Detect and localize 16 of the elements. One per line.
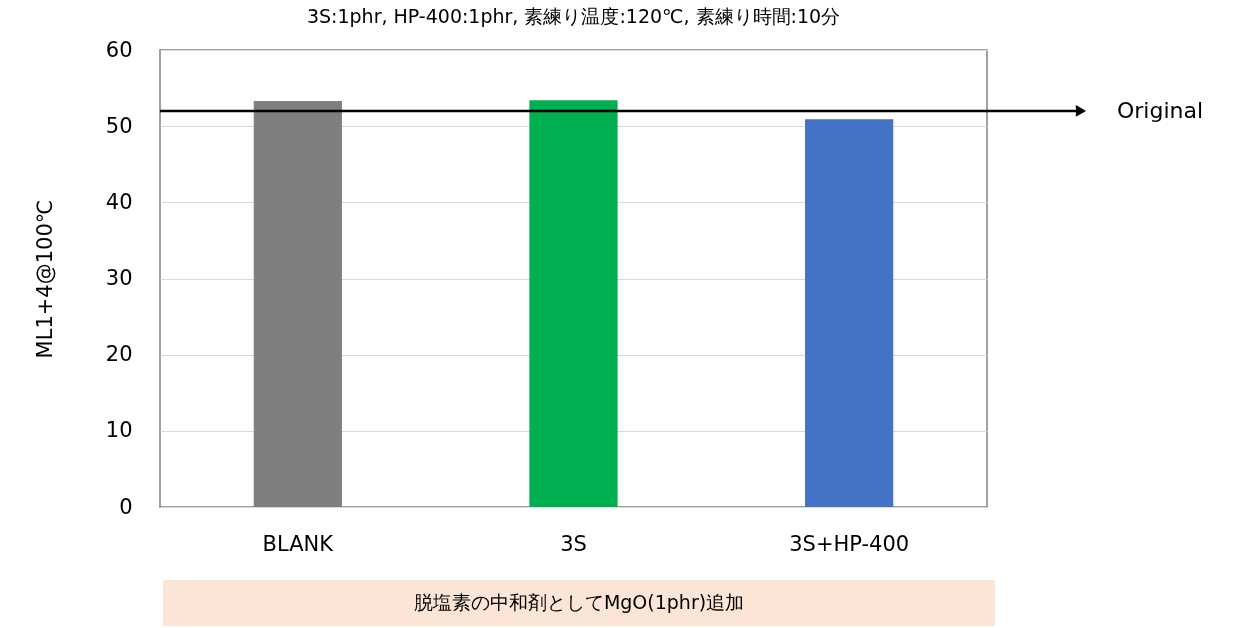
bar (805, 119, 894, 507)
x-tick-label: BLANK (262, 531, 335, 556)
x-tick-label: 3S+HP-400 (789, 531, 910, 556)
y-tick-label: 10 (105, 418, 133, 443)
y-tick-label: 40 (105, 189, 133, 214)
bar (529, 100, 618, 507)
y-tick-label: 60 (105, 37, 133, 62)
text: 脱塩素の中和剤としてMgO(1phr)追加 (163, 580, 995, 626)
y-tick-label: 0 (119, 494, 133, 519)
y-tick-label: 50 (105, 113, 133, 138)
y-tick-label: 30 (105, 266, 133, 290)
y-axis-title: ML1+4@100℃ (32, 199, 57, 359)
ref-line-label: Original (1117, 97, 1204, 123)
y-tick-label: 20 (105, 342, 133, 367)
x-tick-label: 3S (560, 531, 587, 556)
chart-title: 3S:1phr, HP-400:1phr, 素練り温度:120℃, 素練り時間:10分 (306, 5, 841, 27)
